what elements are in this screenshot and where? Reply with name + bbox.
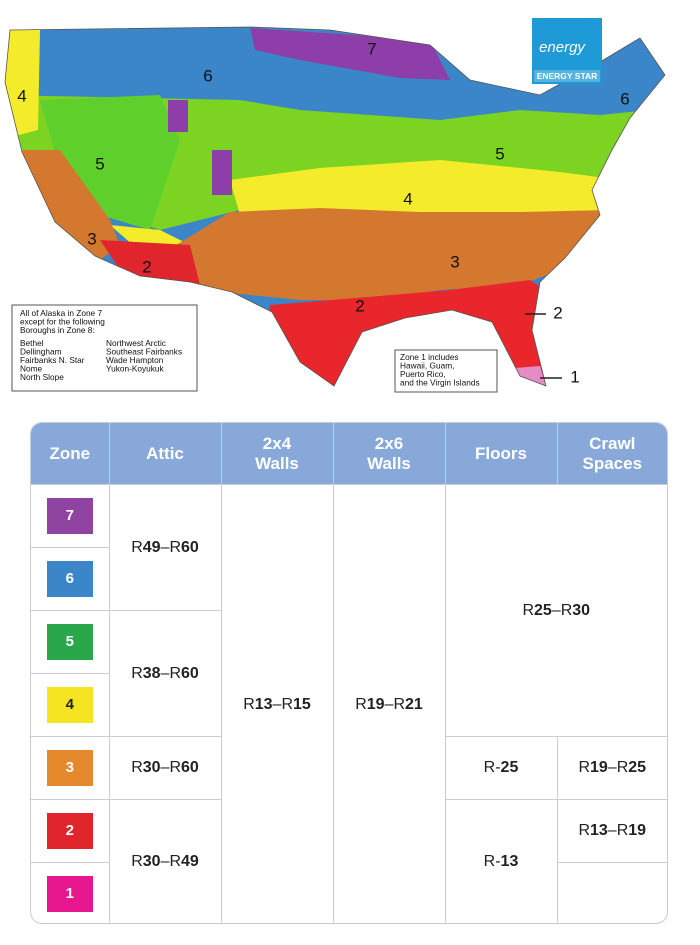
borough: Yukon-Koyukuk [106, 364, 165, 374]
zone-cell: 3 [31, 736, 110, 800]
zone-label: 2 [355, 296, 364, 315]
zone-label: 3 [450, 252, 459, 271]
zone-cell: 4 [31, 673, 110, 737]
attic-value: R30–R60 [108, 736, 222, 800]
insulation-table: Zone Attic 2x4 Walls 2x6 Walls Floors Cr… [30, 422, 668, 924]
zone-swatch: 7 [46, 498, 93, 534]
zone-cell: 6 [31, 547, 110, 611]
zone-cell: 5 [31, 610, 110, 674]
header-cell: Attic [108, 423, 221, 485]
logo-script: energy [539, 39, 586, 56]
header: 2x4 Walls [255, 433, 299, 473]
zone1-note-line: Puerto Rico, [400, 369, 446, 379]
floors-value: R-13 [444, 799, 558, 923]
logo-bar [534, 70, 600, 82]
empty-cell [557, 862, 667, 923]
zone-swatch: 2 [46, 813, 93, 849]
zone1-note-line: and the Virgin Islands [400, 378, 480, 388]
zone-cell: 7 [31, 484, 110, 548]
zone-cell: 2 [31, 799, 110, 863]
borough: Southeast Fairbanks [106, 347, 182, 357]
zone-cell: 1 [31, 862, 110, 923]
zone-label: 7 [367, 39, 376, 58]
attic-value: R38–R60 [108, 610, 222, 737]
zone-label: 6 [203, 66, 212, 85]
borough: Dellingham [20, 347, 62, 357]
floors-value: R-25 [444, 736, 558, 800]
zone1-note-box [394, 349, 498, 393]
borough: Wade Hampton [106, 355, 164, 365]
borough: Northwest Arctic [106, 338, 166, 348]
zone-label: 2 [142, 257, 151, 276]
borough: Bethel [20, 338, 44, 348]
zone-label: 5 [95, 154, 104, 173]
header: Floors [475, 443, 527, 463]
zone-label: 5 [495, 144, 504, 163]
zone-swatch: 4 [46, 687, 93, 723]
header-cell: Zone [31, 423, 109, 485]
energy-star-logo [532, 18, 602, 84]
attic-value: R49–R60 [108, 484, 222, 611]
walls-2x4-value: R13–R15 [220, 484, 334, 923]
borough: North Slope [20, 372, 64, 382]
zone-label: 1 [570, 367, 579, 386]
header-cell: Floors [444, 423, 557, 485]
alaska-note-line: except for the following [20, 317, 105, 327]
alaska-note-box [11, 304, 198, 392]
zone1-note-line: Zone 1 includes [400, 352, 459, 362]
borough: Fairbanks N. Star [20, 355, 85, 365]
zone1-note-line: Hawaii, Guam, [400, 361, 454, 371]
r-value-table: Zone Attic 2x4 Walls 2x6 Walls Floors Cr… [31, 423, 667, 923]
header: Attic [146, 443, 184, 463]
attic-value: R30–R49 [108, 799, 222, 923]
header: 2x6 Walls [367, 433, 411, 473]
borough: Nome [20, 364, 43, 374]
zone-label: 3 [87, 229, 96, 248]
walls-2x6-value: R19–R21 [332, 484, 446, 923]
crawl-value: R13–R19 [556, 799, 667, 863]
zone-label: 4 [17, 86, 26, 105]
alaska-note-line: All of Alaska in Zone 7 [20, 308, 102, 318]
header: Zone [49, 443, 91, 463]
header: Crawl Spaces [582, 433, 643, 473]
zone-swatch: 5 [46, 624, 93, 660]
header-cell: Crawl Spaces [556, 423, 667, 485]
zone-label: 2 [553, 303, 562, 322]
alaska-note-line: Boroughs in Zone 8: [20, 325, 95, 335]
header-cell: 2x6 Walls [332, 423, 445, 485]
crawl-value: R19–R25 [556, 736, 667, 800]
zone-swatch: 3 [46, 750, 93, 786]
floors-crawl-value: R25–R30 [444, 484, 667, 737]
zone-label: 4 [403, 189, 412, 208]
zone-label: 6 [620, 89, 629, 108]
header-cell: 2x4 Walls [220, 423, 333, 485]
logo-name: ENERGY STAR [537, 71, 598, 81]
climate-zone-map: energy ENERGY STAR 7 6 4 5 5 4 3 3 2 2 6 2 1 All of A… [4, 18, 666, 393]
zone-swatch: 6 [46, 561, 93, 597]
zone-swatch: 1 [46, 876, 93, 912]
